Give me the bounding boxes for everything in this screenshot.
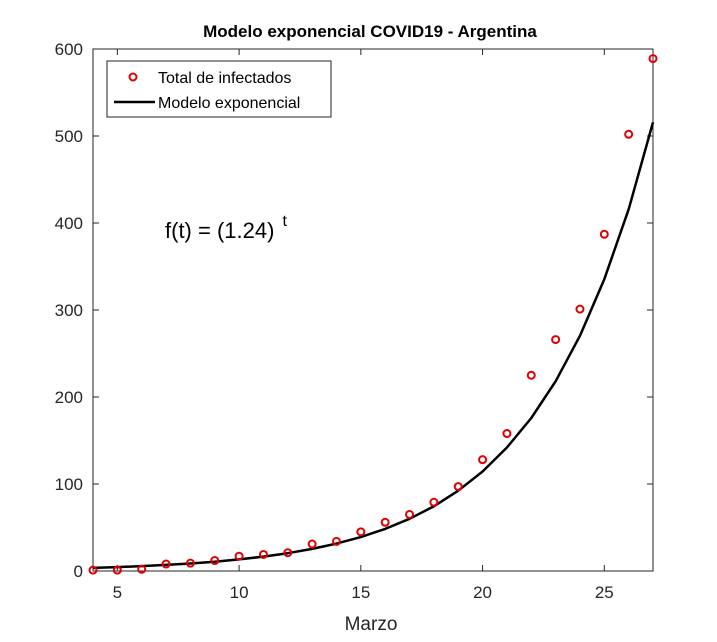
data-point [429,497,439,507]
x-tick-label: 15 [351,583,370,602]
data-point [356,527,366,537]
data-point [210,556,220,566]
model-annotation: f(t) = (1.24) t [165,213,288,243]
data-point [88,565,98,575]
series-total-de-infectados [88,54,658,575]
data-point [502,429,512,439]
chart-title: Modelo exponencial COVID19 - Argentina [203,22,537,41]
x-tick-label: 10 [230,583,249,602]
data-point [551,335,561,345]
y-axis: 0 100 200 300 400 500 600 [55,40,653,581]
x-axis: 5 10 15 20 25 [113,49,614,602]
data-point [185,558,195,568]
data-point [283,548,293,558]
y-tick-label: 0 [74,562,83,581]
data-point [331,536,341,546]
data-point [161,559,171,569]
data-point [112,565,122,575]
x-tick-label: 5 [113,583,122,602]
y-tick-label: 200 [55,388,83,407]
data-point [405,509,415,519]
legend-label-modelo: Modelo exponencial [158,95,300,112]
data-point [307,539,317,549]
y-tick-label: 600 [55,40,83,59]
legend-box [106,60,332,118]
annotation-exponent: t [283,213,288,230]
data-point [258,549,268,559]
data-point [453,482,463,492]
y-tick-label: 100 [55,475,83,494]
legend-marker-icon [128,72,138,82]
data-point [624,129,634,139]
legend-label-infectados: Total de infectados [158,70,291,87]
legend: Total de infectados Modelo exponencial [106,60,332,118]
data-point [234,551,244,561]
data-point [526,370,536,380]
data-point [648,54,658,64]
y-tick-label: 300 [55,301,83,320]
plot-area [92,48,654,572]
data-point [478,455,488,465]
x-tick-label: 25 [595,583,614,602]
y-tick-label: 400 [55,214,83,233]
data-point [575,304,585,314]
data-point [137,564,147,574]
x-axis-label: Marzo [345,614,398,635]
y-tick-label: 500 [55,127,83,146]
data-point [380,517,390,527]
annotation-base: f(t) = (1.24) [165,218,274,243]
data-point [599,229,609,239]
x-tick-label: 20 [473,583,492,602]
